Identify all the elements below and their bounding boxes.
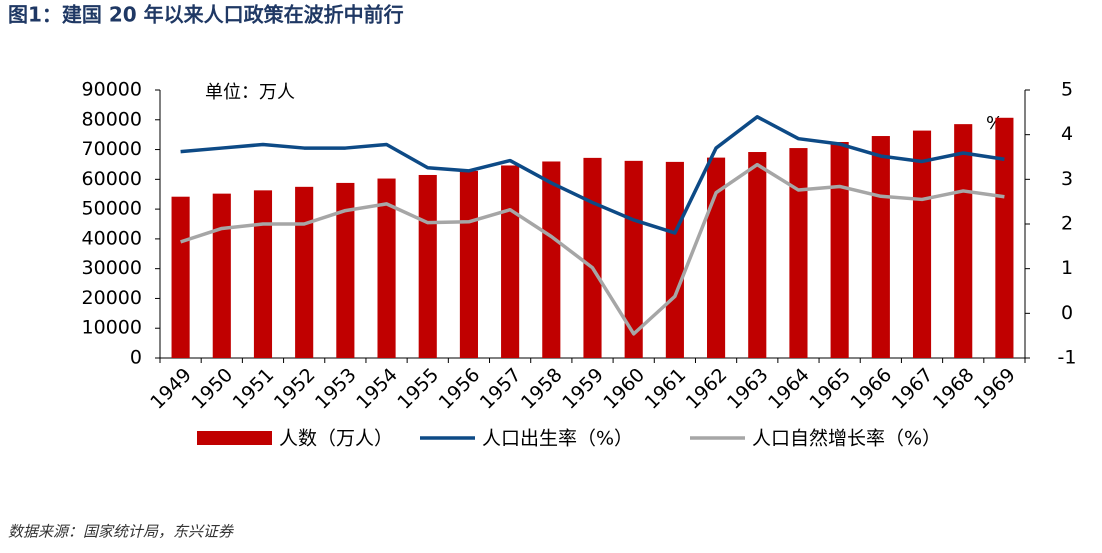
bar <box>171 196 190 358</box>
y2-tick-label: -1 <box>1058 347 1077 369</box>
bar <box>501 165 520 358</box>
y2-tick-label: 1 <box>1061 257 1073 279</box>
y-tick-label: 30000 <box>82 257 142 279</box>
x-tick-label: 1958 <box>517 364 567 414</box>
x-tick-label: 1959 <box>558 364 608 414</box>
legend-label: 人口自然增长率（%） <box>752 428 941 450</box>
y2-tick-label: 0 <box>1061 302 1073 324</box>
bar <box>336 182 355 358</box>
source: 数据来源：国家统计局，东兴证券 <box>8 523 234 541</box>
bar <box>871 136 890 358</box>
y2-tick-label: 4 <box>1061 123 1073 145</box>
y-tick-label: 50000 <box>82 198 142 220</box>
y2-tick-label: 5 <box>1061 79 1073 101</box>
bar <box>748 152 767 358</box>
bar <box>212 193 231 358</box>
chart-title: 图1：建国 20 年以来人口政策在波折中前行 <box>8 3 404 27</box>
x-tick-label: 1964 <box>764 364 814 414</box>
x-tick-label: 1949 <box>146 364 196 414</box>
legend-label: 人口出生率（%） <box>482 428 633 450</box>
y-tick-label: 90000 <box>82 79 142 101</box>
y2-tick-label: 3 <box>1061 168 1073 190</box>
legend-swatch <box>197 431 272 445</box>
x-tick-label: 1962 <box>682 364 732 414</box>
x-tick-label: 1953 <box>311 364 361 414</box>
line <box>180 162 1005 336</box>
x-tick-label: 1950 <box>187 364 237 414</box>
x-tick-label: 1961 <box>641 364 691 414</box>
x-tick-label: 1963 <box>723 364 773 414</box>
bar <box>253 190 273 358</box>
y-tick-label: 80000 <box>82 108 142 130</box>
bar <box>912 130 932 358</box>
bar <box>954 124 973 359</box>
x-tick-label: 1956 <box>435 364 485 414</box>
x-tick-label: 1960 <box>599 364 649 414</box>
bar <box>377 178 396 358</box>
bar <box>995 117 1014 358</box>
y-tick-label: 40000 <box>82 227 142 249</box>
bar <box>789 148 808 358</box>
x-tick-label: 1965 <box>805 364 855 414</box>
line <box>180 115 1005 235</box>
bar <box>665 161 684 358</box>
bar <box>830 141 849 358</box>
x-tick-label: 1967 <box>888 364 938 414</box>
bar <box>418 174 437 358</box>
y-tick-label: 60000 <box>82 168 142 190</box>
y2-tick-label: 2 <box>1061 213 1073 235</box>
x-tick-label: 1968 <box>929 364 979 414</box>
y-tick-label: 0 <box>130 347 142 369</box>
y-tick-label: 10000 <box>82 317 142 339</box>
y-tick-label: 20000 <box>82 287 142 309</box>
x-tick-label: 1951 <box>229 364 279 414</box>
legend-label: 人数（万人） <box>279 428 393 450</box>
x-tick-label: 1955 <box>393 364 443 414</box>
bar <box>624 160 643 358</box>
x-tick-label: 1954 <box>352 364 402 414</box>
bar <box>542 161 561 358</box>
bar <box>459 170 478 358</box>
bar <box>295 186 314 358</box>
unit-note: 单位：万人 <box>205 82 295 103</box>
x-tick-label: 1952 <box>270 364 320 414</box>
x-tick-label: 1966 <box>847 364 897 414</box>
y-tick-label: 70000 <box>82 138 142 160</box>
x-tick-label: 1969 <box>970 364 1020 414</box>
bar <box>583 157 602 358</box>
x-tick-label: 1957 <box>476 364 526 414</box>
